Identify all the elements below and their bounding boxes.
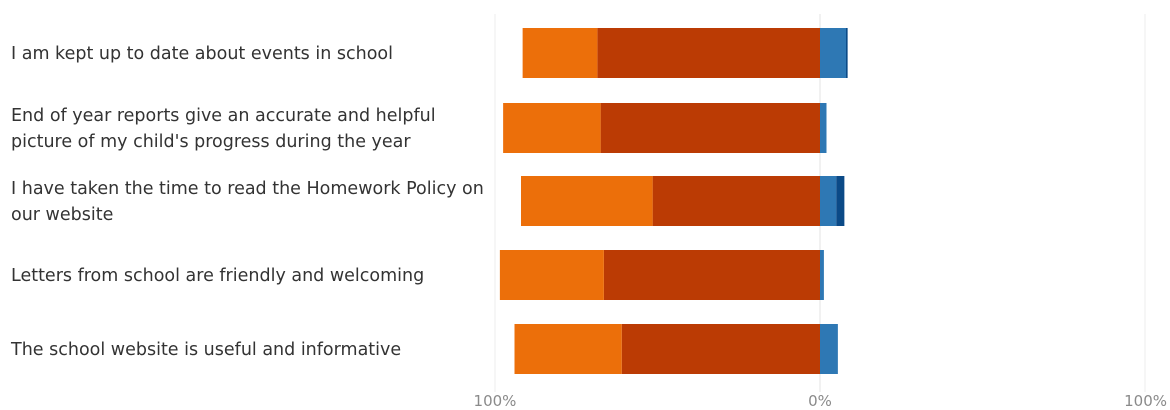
category-label-1-line-1: I am kept up to date about events in sch…: [11, 44, 393, 64]
x-tick-label-1: 100%: [474, 392, 517, 410]
bar-segment-r2-s2: [503, 103, 601, 153]
bar-segment-r5-s2: [514, 324, 622, 374]
category-labels: I am kept up to date about events in sch…: [10, 44, 484, 360]
bar-segment-r1-s1: [597, 28, 820, 78]
bar-segment-r5-s3: [820, 324, 838, 374]
category-label-3-line-1: I have taken the time to read the Homewo…: [11, 179, 484, 199]
x-tick-label-2: 0%: [808, 392, 832, 410]
bar-segment-r1-s2: [522, 28, 598, 78]
bars: [499, 28, 848, 374]
category-label-2-line-1: End of year reports give an accurate and…: [11, 106, 436, 126]
bar-segment-r4-s2: [499, 250, 604, 300]
bar-segment-r3-s1: [652, 176, 820, 226]
bar-segment-r4-s3: [820, 250, 824, 300]
bar-segment-r3-s4: [836, 176, 845, 226]
bar-segment-r3-s3: [820, 176, 837, 226]
x-tick-label-3: 100%: [1124, 392, 1167, 410]
bar-segment-r1-s3: [820, 28, 846, 78]
bar-segment-r1-s4: [846, 28, 848, 78]
x-axis-ticks: 100% 0% 100%: [474, 392, 1167, 410]
bar-segment-r3-s2: [521, 176, 653, 226]
category-label-4-line-1: Letters from school are friendly and wel…: [11, 266, 424, 286]
bar-segment-r2-s1: [600, 103, 820, 153]
bar-segment-r4-s1: [603, 250, 820, 300]
category-label-5-line-1: The school website is useful and informa…: [10, 340, 401, 360]
category-label-2-line-2: picture of my child's progress during th…: [11, 132, 411, 152]
bar-segment-r5-s1: [621, 324, 820, 374]
category-label-3-line-2: our website: [11, 205, 113, 225]
bar-segment-r2-s3: [820, 103, 827, 153]
